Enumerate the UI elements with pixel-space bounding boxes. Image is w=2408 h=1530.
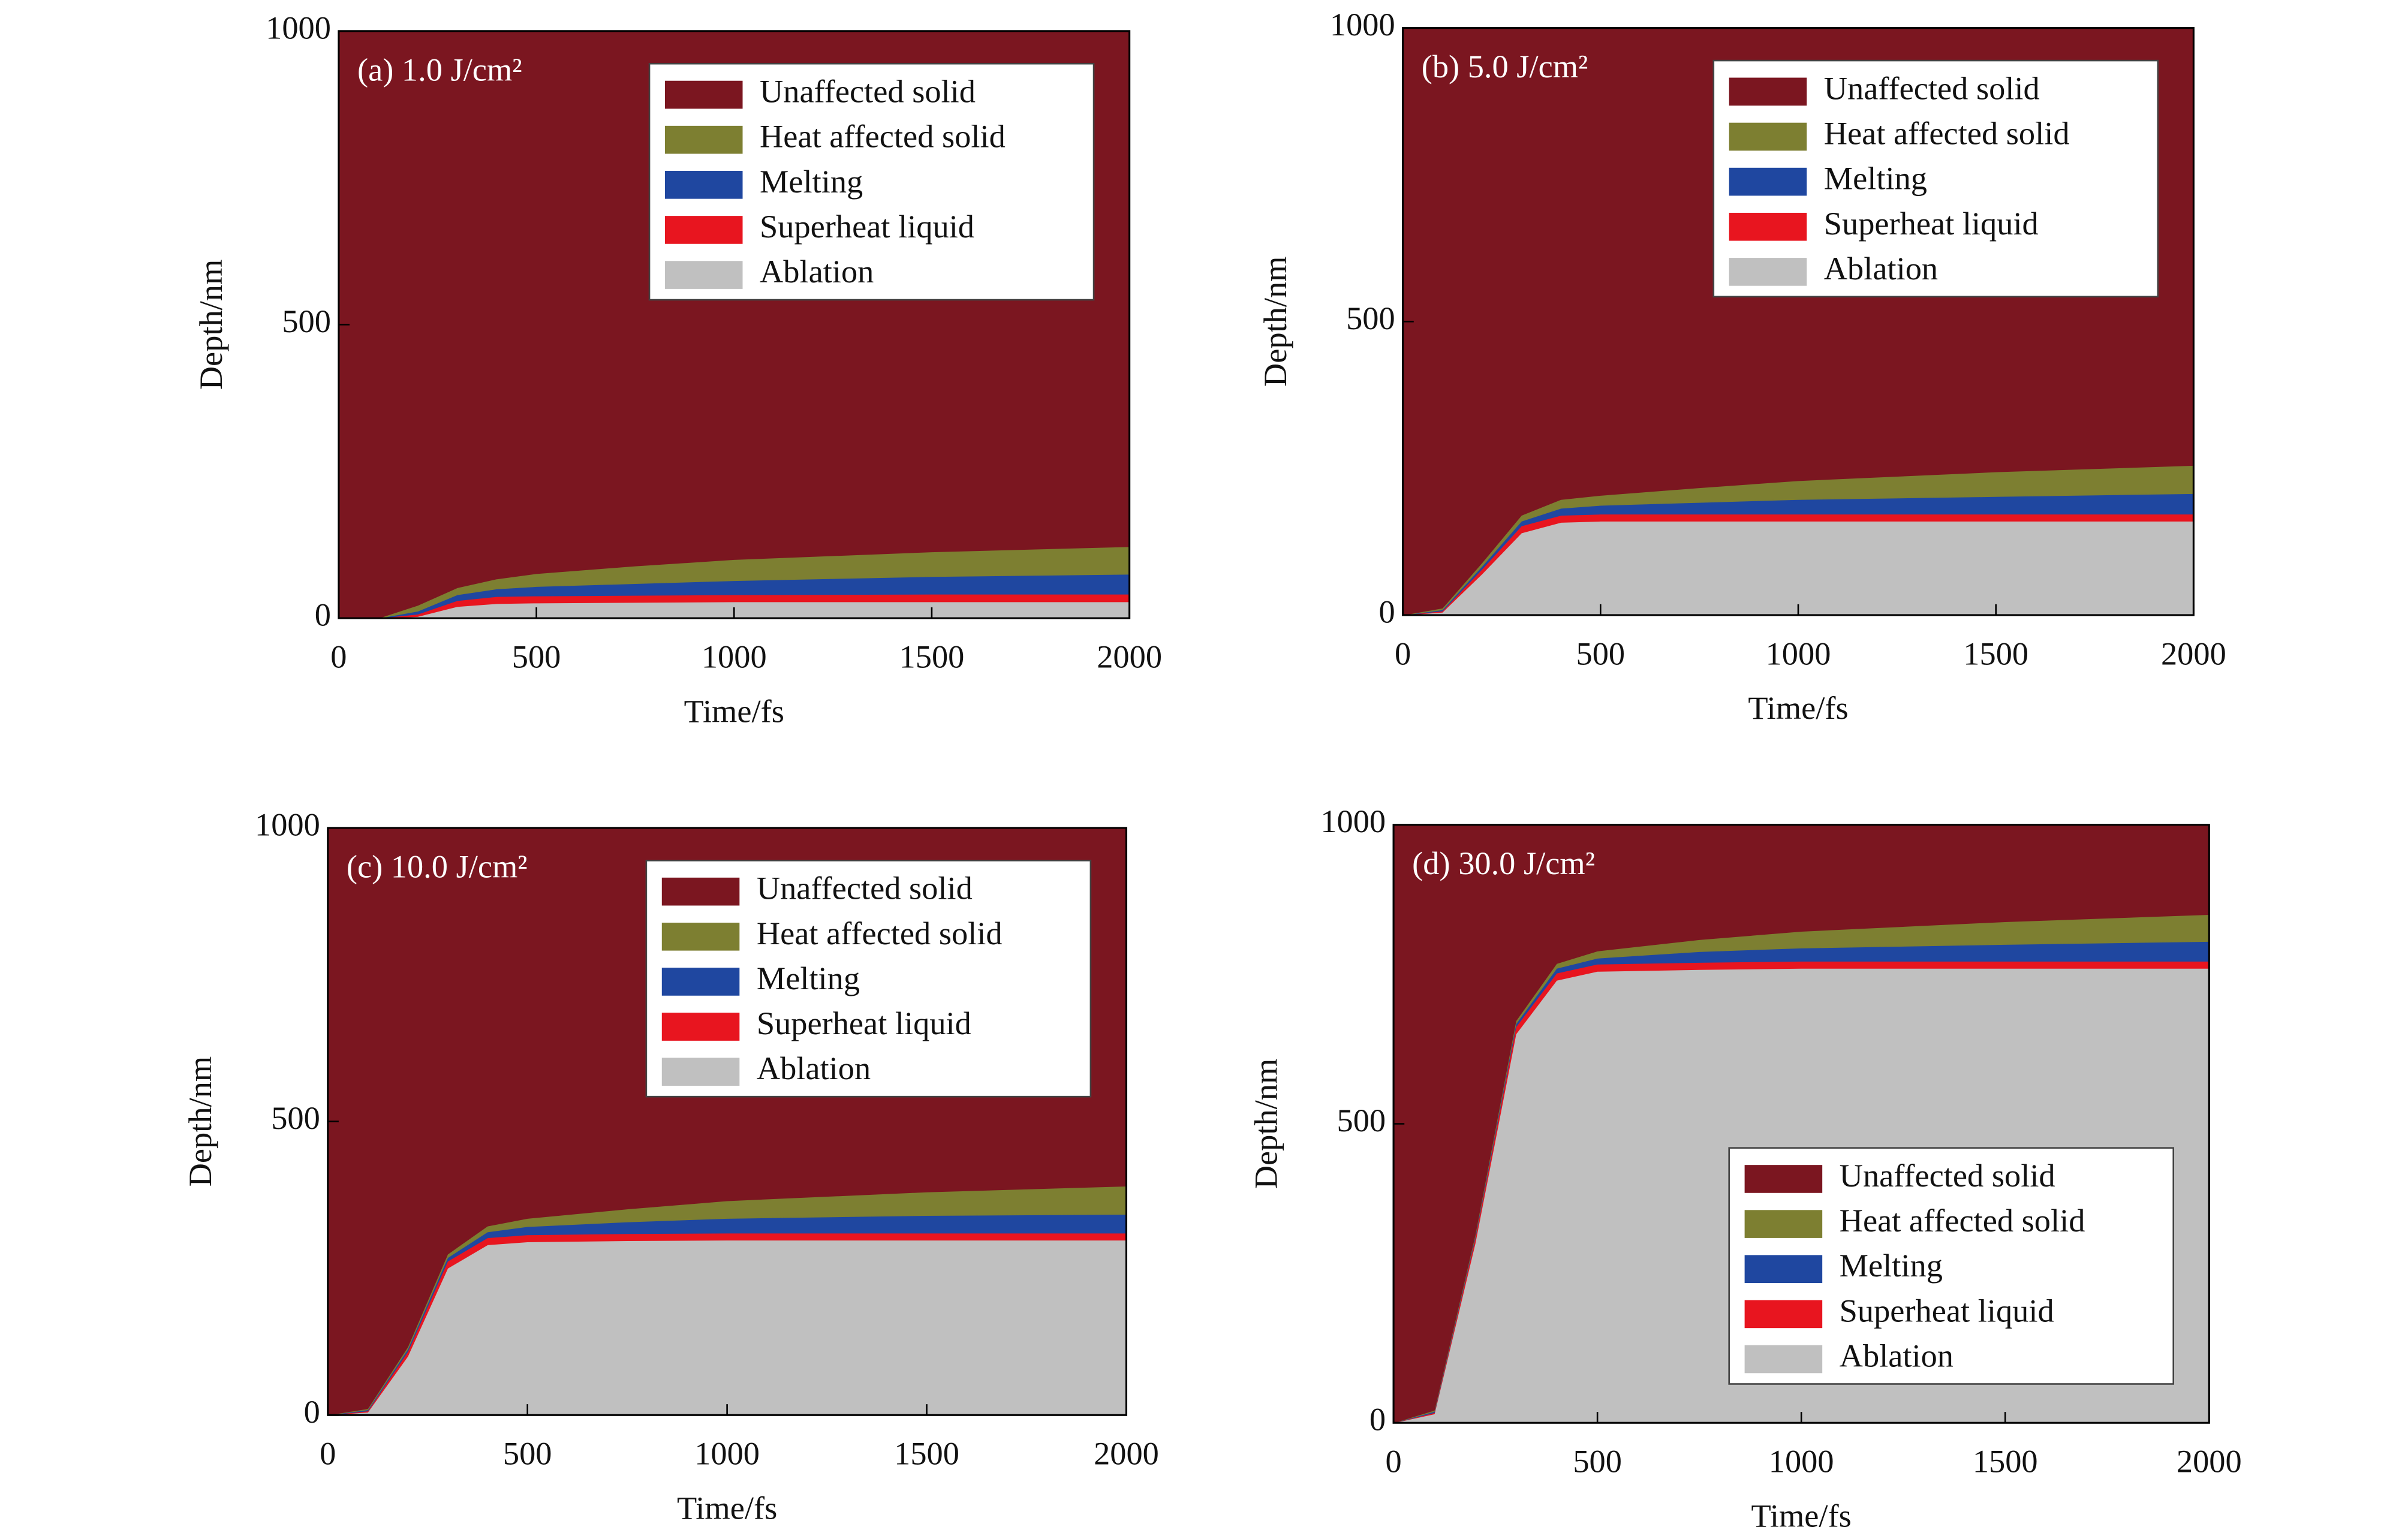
x-tick-label: 1000: [1769, 1444, 1834, 1480]
x-tick-label: 0: [1395, 636, 1411, 671]
legend-label: Ablation: [757, 1050, 871, 1086]
legend-swatch: [1744, 1345, 1823, 1374]
y-tick-label: 1000: [255, 806, 320, 842]
panel: 0 500 1000 1500 2000 0 500 1000 Time/fs Depth/nm (…: [193, 10, 1162, 729]
legend-swatch: [1729, 167, 1807, 196]
legend-label: Unaffected solid: [1824, 70, 2040, 106]
legend-label: Superheat liquid: [1840, 1293, 2054, 1329]
legend-swatch: [1744, 1300, 1823, 1329]
panel: 0 500 1000 1500 2000 0 500 1000 Time/fs Depth/nm (…: [182, 806, 1159, 1526]
legend-label: Melting: [1840, 1248, 1943, 1284]
legend-swatch: [661, 877, 740, 906]
legend-swatch: [1729, 122, 1807, 151]
x-axis-label: Time/fs: [677, 1490, 777, 1526]
legend-label: Superheat liquid: [757, 1005, 971, 1041]
x-tick-label: 0: [320, 1436, 336, 1472]
y-tick-label: 0: [1378, 594, 1395, 630]
y-tick-label: 1000: [1320, 803, 1386, 839]
y-axis-label: Depth/nm: [182, 1056, 218, 1187]
y-axis-label: Depth/nm: [1257, 257, 1293, 387]
legend-swatch: [664, 261, 743, 289]
y-tick-label: 500: [271, 1100, 320, 1136]
legend-swatch: [1744, 1165, 1823, 1193]
legend-label: Ablation: [1840, 1338, 1954, 1374]
annotation: (d) 30.0 J/cm²: [1412, 845, 1595, 881]
x-axis-label: Time/fs: [1751, 1498, 1852, 1530]
annotation: (b) 5.0 J/cm²: [1422, 49, 1588, 85]
x-tick-label: 2000: [1094, 1436, 1159, 1472]
y-axis-label: Depth/nm: [1248, 1059, 1284, 1189]
legend-swatch: [1729, 77, 1807, 106]
y-tick-label: 500: [1346, 300, 1395, 336]
x-tick-label: 2000: [2177, 1444, 2242, 1480]
x-axis-label: Time/fs: [1748, 690, 1848, 726]
legend-label: Heat affected solid: [760, 119, 1006, 155]
panel: 0 500 1000 1500 2000 0 500 1000 Time/fs Depth/nm (…: [1257, 7, 2226, 726]
legend-swatch: [1744, 1210, 1823, 1238]
legend-swatch: [1744, 1255, 1823, 1284]
legend-label: Ablation: [1824, 251, 1938, 287]
legend-swatch: [664, 216, 743, 244]
y-tick-label: 500: [1337, 1103, 1386, 1139]
legend-label: Superheat liquid: [760, 209, 974, 245]
legend-label: Heat affected solid: [1824, 115, 2070, 151]
annotation: (c) 10.0 J/cm²: [347, 848, 528, 884]
y-tick-label: 0: [304, 1394, 320, 1430]
x-tick-label: 500: [512, 639, 561, 675]
x-tick-label: 0: [1385, 1444, 1401, 1480]
legend-swatch: [661, 968, 740, 996]
y-axis-label: Depth/nm: [193, 260, 229, 390]
legend-label: Unaffected solid: [1840, 1158, 2055, 1194]
y-tick-label: 500: [282, 303, 331, 339]
x-tick-label: 1000: [1766, 636, 1831, 671]
legend-label: Ablation: [760, 254, 874, 290]
x-tick-label: 1500: [899, 639, 965, 675]
y-tick-label: 1000: [1330, 7, 1395, 43]
legend-label: Unaffected solid: [760, 74, 976, 110]
x-tick-label: 2000: [2161, 636, 2226, 671]
x-tick-label: 1500: [1973, 1444, 2038, 1480]
legend-swatch: [661, 1013, 740, 1041]
legend-label: Heat affected solid: [1840, 1203, 2085, 1239]
x-tick-label: 2000: [1097, 639, 1162, 675]
y-tick-label: 1000: [266, 10, 331, 46]
legend-label: Melting: [757, 960, 860, 996]
panel: 0 500 1000 1500 2000 0 500 1000 Time/fs Depth/nm (…: [1248, 803, 2241, 1530]
x-tick-label: 500: [1573, 1444, 1622, 1480]
x-axis-label: Time/fs: [684, 693, 784, 729]
area: [1402, 520, 2195, 616]
x-tick-label: 1500: [1963, 636, 2028, 671]
legend-label: Heat affected solid: [757, 915, 1003, 951]
x-tick-label: 1500: [894, 1436, 959, 1472]
legend-label: Melting: [760, 164, 863, 200]
legend-label: Melting: [1824, 161, 1927, 197]
legend-swatch: [661, 922, 740, 951]
x-tick-label: 1000: [702, 639, 767, 675]
legend-swatch: [664, 170, 743, 199]
x-tick-label: 0: [330, 639, 347, 675]
legend-label: Unaffected solid: [757, 871, 973, 906]
x-tick-label: 500: [1576, 636, 1626, 671]
x-tick-label: 500: [503, 1436, 552, 1472]
legend-label: Superheat liquid: [1824, 206, 2039, 242]
legend-swatch: [1729, 212, 1807, 241]
y-tick-label: 0: [315, 597, 331, 633]
legend-swatch: [664, 80, 743, 109]
y-tick-label: 0: [1369, 1402, 1386, 1438]
legend-swatch: [664, 125, 743, 154]
legend-swatch: [661, 1058, 740, 1086]
x-tick-label: 1000: [694, 1436, 760, 1472]
annotation: (a) 1.0 J/cm²: [357, 52, 522, 88]
legend-swatch: [1729, 258, 1807, 286]
